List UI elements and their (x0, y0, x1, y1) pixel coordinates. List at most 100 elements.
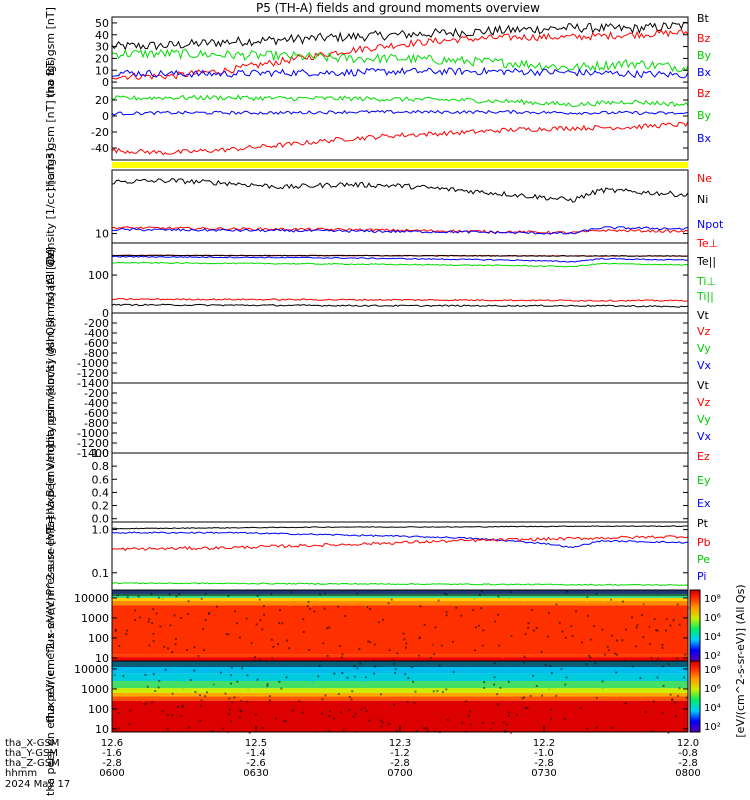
legend-ez: Ez (697, 450, 710, 463)
spectrogram-pixel (649, 643, 652, 646)
spectrogram-pixel (339, 708, 342, 711)
spectrogram-pixel (186, 601, 189, 604)
spectrogram-pixel (659, 629, 662, 632)
spectrogram-pixel (514, 671, 517, 674)
spectrogram-pixel (313, 610, 316, 613)
spectrogram-pixel (651, 730, 654, 733)
legend-by: By (697, 49, 712, 62)
ytick-label: -200 (84, 317, 109, 330)
spectrogram-pixel (418, 637, 421, 640)
spectrogram-pixel (232, 690, 235, 693)
panel-p8: 0.1 1.0 Pressure [nPa] Pt Pb Pe Pi (44, 517, 711, 596)
ytick-label: 30 (95, 41, 109, 54)
spectrogram-pixel (142, 700, 145, 703)
spectrogram-pixel (466, 729, 469, 732)
spectrogram-pixel (469, 701, 472, 704)
spectrogram-pixel (205, 691, 208, 694)
ylabel: Pressure [nPa] (44, 517, 57, 596)
spectrogram-pixel (138, 616, 141, 619)
spectrogram-pixel (121, 730, 124, 733)
spectrogram-pixel (265, 709, 268, 712)
spectrogram-pixel (676, 632, 679, 635)
spectrogram-pixel (601, 697, 604, 700)
spectrogram-pixel (667, 639, 670, 642)
spectrogram-pixel (520, 608, 523, 611)
spectrogram-pixel (545, 686, 548, 689)
ytick-label: -1200 (77, 367, 109, 380)
spectrogram-pixel (185, 629, 188, 632)
spectrogram-pixel (492, 722, 495, 725)
xaxis-value: -1.4 (246, 748, 266, 759)
spectrogram-pixel (351, 628, 354, 631)
spectrogram-pixel (236, 622, 239, 625)
xaxis-value: 0700 (387, 768, 412, 779)
spectrogram-pixel (610, 726, 613, 729)
spectrogram-pixel (405, 642, 408, 645)
spectrogram-pixel (133, 618, 136, 621)
ytick-label: 20 (95, 52, 109, 65)
spectrogram-pixel (667, 731, 670, 734)
series-ni (111, 178, 689, 203)
spectrogram-pixel (114, 628, 117, 631)
xaxis-value: -2.8 (534, 758, 554, 769)
spectrogram-pixel (154, 689, 157, 692)
spectrogram-pixel (278, 674, 281, 677)
spectrogram-pixel (365, 710, 368, 713)
spectrogram-pixel (368, 607, 371, 610)
spectrogram-pixel (385, 675, 388, 678)
spectrogram-pixel (600, 716, 603, 719)
spectrogram-pixel (408, 622, 411, 625)
legend-bz: Bz (697, 32, 711, 45)
spectrogram-pixel (125, 633, 128, 636)
spectrogram-pixel (507, 680, 510, 683)
ytick-label: 100 (88, 632, 109, 645)
spectrogram-pixel (133, 716, 136, 719)
colorbar-tick: 10² (704, 651, 721, 662)
spectrogram-pixel (467, 714, 470, 717)
series-pt (112, 525, 689, 530)
ytick-label: 100 (88, 269, 109, 282)
spectrogram-pixel (253, 656, 256, 659)
xaxis-row-label: tha_Y-GSM (5, 748, 58, 759)
ytick-label: -200 (84, 387, 109, 400)
spectrogram-pixel (291, 688, 294, 691)
xaxis-value: 12.5 (245, 738, 267, 749)
spectrogram-pixel (172, 718, 175, 721)
spectrogram-pixel (497, 595, 500, 598)
ytick-label: 0.0 (92, 513, 110, 526)
spectrogram-pixel (202, 603, 205, 606)
spectrogram-pixel (322, 642, 325, 645)
spectrogram-pixel (262, 605, 265, 608)
spectrogram-pixel (315, 711, 318, 714)
spectrogram-pixel (213, 667, 216, 670)
spectrogram-pixel (678, 623, 681, 626)
spectrogram-pixel (681, 651, 684, 654)
xaxis-row-label: tha_X-GSM (5, 738, 59, 749)
spectrogram-pixel (555, 694, 558, 697)
spectrogram-pixel (227, 633, 230, 636)
spectrogram-pixel (496, 693, 499, 696)
colorbar-label: [eV/(cm^2-s-sr-eV)] (All Qs) (734, 584, 747, 737)
spectrogram-pixel (626, 608, 629, 611)
spectrogram-pixel (365, 680, 368, 683)
spectrogram-pixel (141, 624, 144, 627)
spectrogram-pixel (227, 684, 230, 687)
spectrogram-pixel (544, 713, 547, 716)
spectrogram-pixel (564, 636, 567, 639)
spectrogram-pixel (200, 699, 203, 702)
ytick-label: 0.8 (92, 460, 110, 473)
spectrogram-pixel (641, 685, 644, 688)
ytick-label: -1000 (77, 357, 109, 370)
spectrogram-pixel (246, 674, 249, 677)
spectrogram-pixel (621, 639, 624, 642)
spectrogram-pixel (129, 709, 132, 712)
spectrogram-pixel (585, 600, 588, 603)
spectrogram-pixel (169, 624, 172, 627)
spectrogram-pixel (658, 673, 661, 676)
spectrogram-pixel (132, 729, 135, 732)
spectrogram-pixel (158, 647, 161, 650)
spectrogram-band (112, 688, 688, 693)
series-pb (111, 535, 689, 552)
spectrogram-pixel (281, 651, 284, 654)
